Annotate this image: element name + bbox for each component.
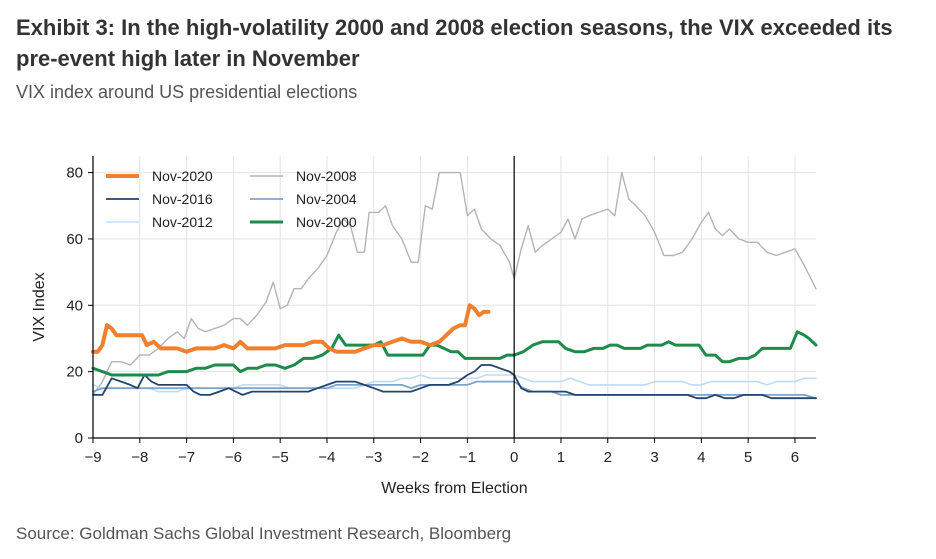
chart-subtitle: VIX index around US presidential electio… xyxy=(16,82,358,102)
series-lines xyxy=(91,171,818,400)
x-tick-label: −8 xyxy=(131,449,148,466)
x-tick-label: −7 xyxy=(178,449,195,466)
x-tick-label: −9 xyxy=(84,449,101,466)
x-tick-label: −1 xyxy=(459,449,476,466)
source-note: Source: Goldman Sachs Global Investment … xyxy=(16,524,512,543)
x-tick-label: 2 xyxy=(604,449,612,466)
axes: −9 −8 −7 −6 −5 −4 −3 −2 −1 0 1 2 3 4 5 6020406080Weeks … xyxy=(31,156,816,497)
y-axis-label: VIX Index xyxy=(31,272,48,341)
legend-label: Nov-2004 xyxy=(296,191,357,207)
x-tick-label: 6 xyxy=(791,449,799,466)
series-line-nov-2008 xyxy=(92,171,817,396)
y-tick-label: 60 xyxy=(66,231,83,248)
x-tick-label: 4 xyxy=(697,449,705,466)
x-tick-label: −4 xyxy=(318,449,335,466)
x-tick-label: −3 xyxy=(365,449,382,466)
legend: Nov-2020 Nov-2008 Nov-2016 Nov-2004 Nov-2012… xyxy=(106,168,357,230)
y-tick-label: 40 xyxy=(66,297,83,314)
series-line-nov-2016 xyxy=(92,364,817,400)
y-tick-label: 20 xyxy=(66,364,83,381)
vix-line-chart: −9 −8 −7 −6 −5 −4 −3 −2 −1 0 1 2 3 4 5 6020406080Weeks … xyxy=(31,156,818,497)
legend-label: Nov-2020 xyxy=(152,168,213,184)
exhibit-title: Exhibit 3: In the high-volatility 2000 a… xyxy=(16,15,893,71)
x-tick-label: −6 xyxy=(225,449,242,466)
x-tick-label: 3 xyxy=(650,449,658,466)
x-tick-label: −2 xyxy=(412,449,429,466)
series-line-nov-2020 xyxy=(91,303,491,354)
x-tick-label: −5 xyxy=(272,449,289,466)
legend-label: Nov-2000 xyxy=(296,214,357,230)
series-line-nov-2000 xyxy=(91,330,818,377)
y-tick-label: 80 xyxy=(66,165,83,182)
series-line-nov-2004 xyxy=(92,380,817,400)
legend-label: Nov-2012 xyxy=(152,214,213,230)
x-tick-label: 5 xyxy=(744,449,752,466)
x-tick-label: 0 xyxy=(510,449,518,466)
legend-label: Nov-2016 xyxy=(152,191,213,207)
legend-label: Nov-2008 xyxy=(296,168,357,184)
x-tick-label: 1 xyxy=(557,449,565,466)
y-tick-label: 0 xyxy=(75,430,83,447)
x-axis-label: Weeks from Election xyxy=(381,480,527,497)
